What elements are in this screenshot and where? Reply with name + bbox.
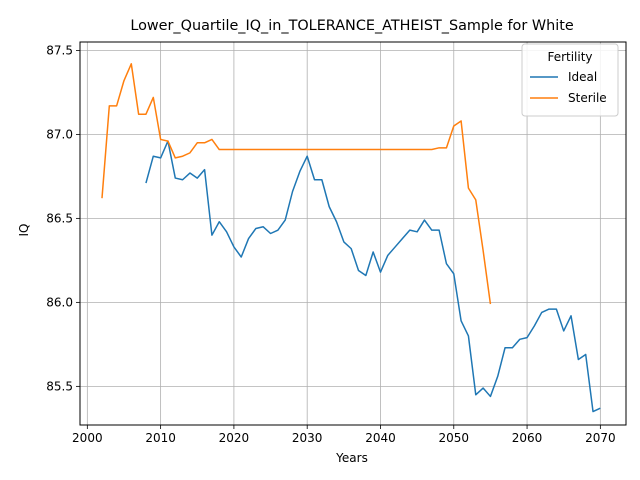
- y-tick-label: 86.0: [46, 295, 73, 309]
- x-tick-label: 2020: [219, 431, 250, 445]
- x-tick-label: 2040: [365, 431, 396, 445]
- y-tick-label: 86.5: [46, 211, 73, 225]
- y-tick-label: 87.5: [46, 43, 73, 57]
- x-tick-label: 2050: [438, 431, 469, 445]
- chart-title: Lower_Quartile_IQ_in_TOLERANCE_ATHEIST_S…: [130, 18, 574, 34]
- x-tick-label: 2030: [292, 431, 323, 445]
- y-tick-label: 87.0: [46, 127, 73, 141]
- x-axis-label: Years: [335, 451, 368, 465]
- x-tick-label: 2060: [512, 431, 543, 445]
- legend-label-sterile: Sterile: [568, 91, 607, 105]
- legend: Fertility Ideal Sterile: [521, 43, 619, 117]
- y-axis-label: IQ: [17, 224, 31, 237]
- axis-ticks: 2000 2010 2020 2030 2040 2050 2060 2070 85.5 86.0…: [46, 43, 615, 445]
- legend-title: Fertility: [547, 50, 592, 64]
- x-tick-label: 2070: [585, 431, 616, 445]
- series-line-ideal: [145, 140, 601, 413]
- x-tick-label: 2010: [145, 431, 176, 445]
- plot-frame: [79, 41, 627, 426]
- x-tick-label: 2000: [72, 431, 103, 445]
- series-layer: [101, 63, 601, 413]
- legend-label-ideal: Ideal: [568, 70, 597, 84]
- series-line-sterile: [101, 63, 492, 305]
- y-tick-label: 85.5: [46, 379, 73, 393]
